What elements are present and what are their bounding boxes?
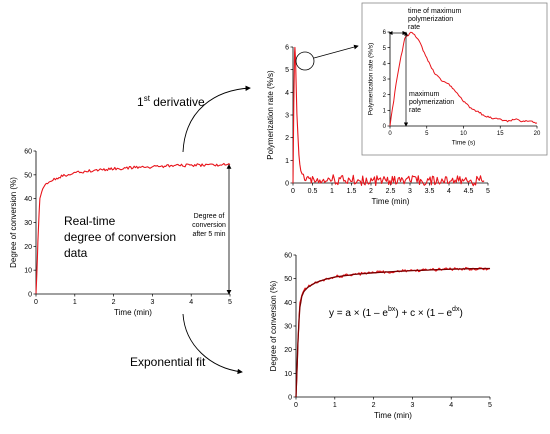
y-tick-label: 10 — [284, 371, 292, 378]
y-tick-label: 4 — [383, 61, 387, 67]
y-tick-label: 20 — [24, 244, 32, 251]
y-tick-label: 2 — [285, 135, 289, 142]
realtime-label-line1: Real-time — [64, 214, 116, 228]
x-tick-label: 3 — [410, 402, 414, 409]
doc5-label-line2: conversion — [192, 222, 226, 229]
y-tick-label: 0 — [28, 291, 32, 298]
y-tick-label: 5 — [383, 46, 387, 52]
x-tick-label: 4.5 — [464, 188, 474, 195]
x-tick-label: 4 — [447, 188, 451, 195]
y-tick-label: 0 — [285, 180, 289, 187]
y-tick-label: 50 — [284, 276, 292, 283]
fit-equation: y = a × (1 – ebx) + c × (1 – edx) — [329, 306, 463, 319]
x-tick-label: 5 — [425, 131, 429, 137]
x-tick-label: 0 — [388, 131, 392, 137]
first-derivative-label: 1st derivative — [137, 94, 205, 109]
realtime-label-line2: degree of conversion — [64, 230, 176, 244]
y-tick-label: 2 — [383, 93, 387, 99]
x-tick-label: 0 — [294, 402, 298, 409]
tmax-label-line2: polymerization — [408, 16, 453, 23]
rate-chart: 0 0.5 1 1.5 2 2.5 3 3.5 4 4.5 5 0 1 2 3 4 5 6 Time (min) Po… — [266, 44, 490, 206]
x-tick-label: 4 — [449, 402, 453, 409]
x-tick-label: 1.5 — [347, 188, 357, 195]
y-tick-label: 0 — [288, 394, 292, 401]
x-tick-label: 5 — [486, 188, 490, 195]
y-tick-label: 6 — [285, 44, 289, 51]
x-tick-label: 2 — [112, 299, 116, 306]
y-tick-label: 5 — [285, 67, 289, 74]
fit-arrow — [182, 313, 243, 375]
x-tick-label: 0 — [291, 188, 295, 195]
y-tick-label: 50 — [24, 172, 32, 179]
rate-zoom-chart: 0 5 10 15 20 0 1 2 3 4 5 6 Time (s) Polymerization ra… — [367, 30, 541, 146]
doc5-label-line1: Degree of — [194, 213, 225, 220]
y-tick-label: 3 — [383, 77, 387, 83]
x-tick-label: 4 — [189, 299, 193, 306]
y-tick-label: 4 — [285, 90, 289, 97]
x-tick-label: 15 — [497, 131, 504, 137]
x-tick-label: 0.5 — [308, 188, 318, 195]
x-tick-label: 3 — [408, 188, 412, 195]
y-tick-label: 0 — [383, 124, 387, 130]
data-series-line — [295, 266, 491, 397]
data-series-line — [292, 46, 485, 187]
exp-fit-label: Exponential fit — [130, 355, 206, 369]
x-tick-label: 5 — [488, 402, 492, 409]
realtime-label-line3: data — [64, 246, 88, 260]
doc5-label-line3: after 5 min — [192, 231, 225, 238]
y-axis-label: Polymerization rate (%/s) — [367, 43, 374, 116]
x-tick-label: 2.5 — [386, 188, 396, 195]
y-axis-label: Polymerization rate (%/s) — [266, 70, 275, 160]
y-axis-label: Degree of conversion (%) — [9, 177, 18, 268]
x-tick-label: 2 — [369, 188, 373, 195]
maxrate-label-line3: rate — [409, 107, 421, 114]
data-series-line — [35, 162, 231, 294]
y-tick-label: 10 — [24, 268, 32, 275]
x-tick-label: 3.5 — [425, 188, 435, 195]
x-tick-label: 3 — [150, 299, 154, 306]
x-tick-label: 5 — [228, 299, 232, 306]
tmax-label-line3: rate — [408, 24, 420, 31]
y-tick-label: 40 — [284, 300, 292, 307]
y-tick-label: 30 — [24, 220, 32, 227]
y-axis-label: Degree of conversion (%) — [269, 280, 278, 371]
inset-frame — [361, 2, 548, 156]
x-axis-label: Time (min) — [114, 308, 152, 317]
x-tick-label: 10 — [460, 131, 467, 137]
y-tick-label: 30 — [284, 323, 292, 330]
maxrate-label-line1: maximum — [409, 91, 440, 98]
x-tick-label: 1 — [330, 188, 334, 195]
derivative-arrow — [182, 85, 251, 153]
x-tick-label: 20 — [534, 131, 541, 137]
zoom-circle — [295, 51, 315, 71]
x-tick-label: 1 — [73, 299, 77, 306]
x-axis-label: Time (s) — [452, 140, 476, 147]
y-tick-label: 60 — [24, 148, 32, 155]
x-tick-label: 2 — [372, 402, 376, 409]
x-axis-label: Time (min) — [372, 197, 410, 206]
x-axis-label: Time (min) — [374, 411, 412, 420]
x-tick-label: 0 — [34, 299, 38, 306]
y-tick-label: 60 — [284, 252, 292, 259]
x-tick-label: 1 — [333, 402, 337, 409]
y-tick-label: 1 — [285, 158, 289, 165]
y-tick-label: 20 — [284, 347, 292, 354]
fit-series-line — [295, 267, 490, 398]
y-tick-label: 1 — [383, 108, 387, 114]
y-tick-label: 6 — [383, 30, 387, 36]
y-tick-label: 40 — [24, 196, 32, 203]
maxrate-label-line2: polymerization — [409, 99, 454, 106]
zoom-arrow — [313, 44, 359, 59]
data-series-line — [389, 31, 538, 126]
y-tick-label: 3 — [285, 112, 289, 119]
tmax-label-line1: time of maximum — [408, 8, 461, 15]
